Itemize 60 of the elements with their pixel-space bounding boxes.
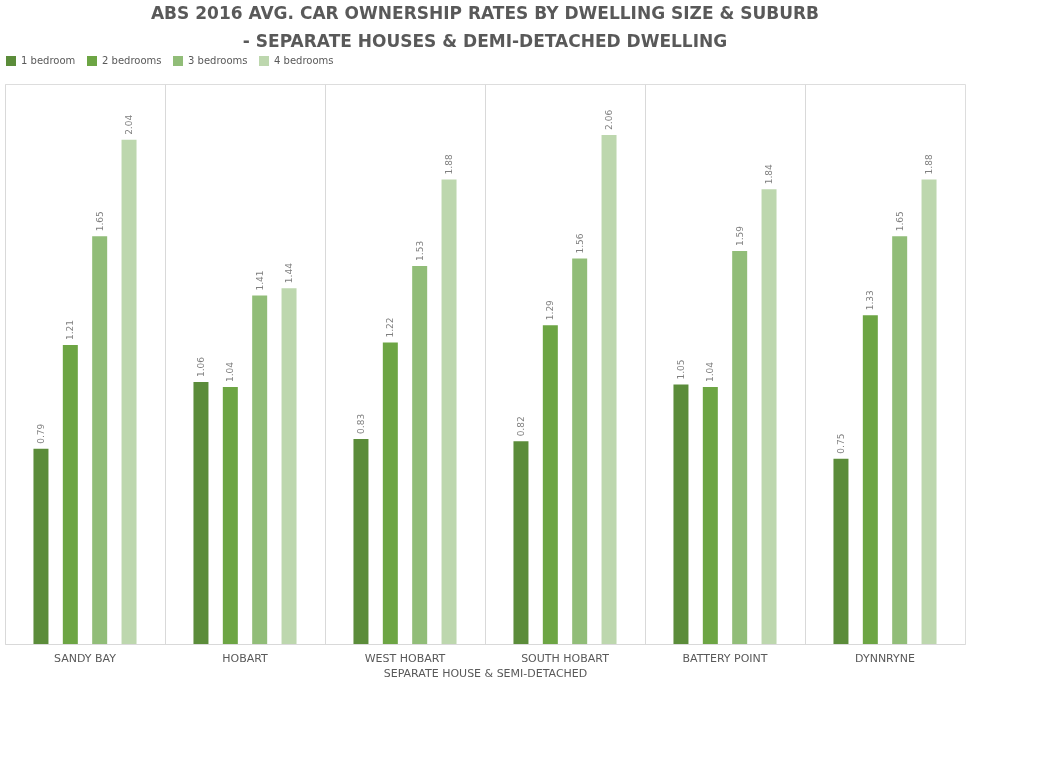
data-label: 1.53 [414, 240, 425, 261]
bar [702, 386, 718, 644]
data-label: 0.75 [835, 433, 846, 454]
x-tick-label: DYNNRYNE [855, 651, 915, 665]
bar [412, 265, 428, 644]
bar [441, 179, 457, 644]
bar [121, 139, 137, 644]
bar [572, 258, 588, 644]
bar [862, 315, 878, 644]
bar [193, 382, 209, 644]
legend-label: 2 bedrooms [102, 55, 162, 66]
bar [353, 438, 369, 644]
bar [222, 386, 238, 644]
bar [833, 458, 849, 644]
bar [252, 295, 268, 644]
x-axis-title: SEPARATE HOUSE & SEMI-DETACHED [383, 666, 588, 680]
data-label: 1.05 [675, 359, 686, 380]
legend-label: 4 bedrooms [274, 55, 334, 66]
x-tick-label: HOBART [222, 651, 269, 665]
data-label: 1.06 [195, 356, 206, 378]
data-label: 1.04 [225, 361, 236, 382]
bar [601, 134, 617, 644]
bar [542, 325, 558, 644]
bar [761, 189, 777, 644]
data-label: 1.21 [65, 319, 76, 340]
data-label: 2.06 [604, 109, 615, 130]
legend-label: 3 bedrooms [188, 55, 248, 66]
data-label: 1.59 [734, 225, 745, 247]
data-label: 1.29 [545, 299, 556, 321]
legend-label: 1 bedroom [21, 55, 76, 66]
data-label: 1.22 [385, 317, 396, 338]
bar [921, 179, 937, 644]
bar [382, 342, 398, 644]
bar [92, 236, 108, 644]
data-label: 0.79 [35, 423, 46, 444]
data-label: 0.83 [355, 413, 366, 434]
data-label: 1.65 [894, 211, 905, 232]
data-label: 1.04 [705, 361, 716, 382]
x-tick-label: WEST HOBART [364, 651, 446, 665]
data-label: 1.65 [94, 211, 105, 232]
bar [892, 236, 908, 644]
data-label: 1.41 [254, 270, 265, 291]
bar [281, 288, 297, 644]
data-label: 1.88 [924, 154, 935, 175]
data-label: 1.56 [574, 233, 585, 254]
chart-title: ABS 2016 AVG. CAR OWNERSHIP RATES BY DWELLING SIZE & SUBURB - SEPARATE HOUSES & DEMI-DETACHED DWELLING [150, 3, 820, 51]
bar [732, 251, 748, 644]
data-label: 1.44 [284, 262, 295, 284]
bar [513, 441, 529, 644]
data-label: 2.04 [124, 114, 135, 135]
x-tick-label: SOUTH HOBART [521, 651, 610, 665]
bar [673, 384, 689, 644]
data-label: 1.84 [764, 163, 775, 185]
x-tick-label: BATTERY POINT [682, 651, 768, 665]
data-label: 1.88 [444, 154, 455, 175]
data-label: 0.82 [515, 416, 526, 437]
data-label: 1.33 [865, 290, 876, 311]
x-tick-label: SANDY BAY [54, 651, 117, 665]
bar [62, 344, 78, 644]
bar [33, 448, 49, 644]
